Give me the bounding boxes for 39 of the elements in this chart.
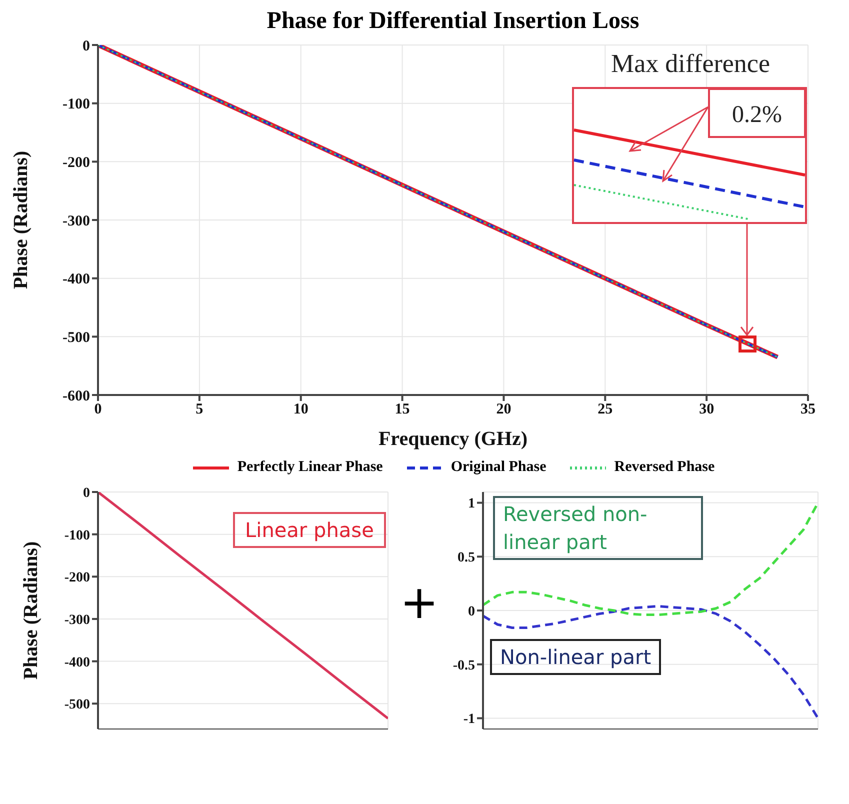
text: + [400, 575, 439, 629]
y-axis-title: Phase (Radians) [10, 150, 32, 290]
x-tick-label: 0 [94, 402, 102, 418]
y-tick-label: -300 [62, 213, 90, 230]
annotation: Linear phase [233, 512, 386, 548]
x-tick-label: 15 [394, 402, 410, 418]
y-tick-label: -1 [463, 712, 475, 728]
x-tick-label: 35 [800, 402, 816, 418]
annotation: Reversed non-linear part [493, 496, 703, 560]
legend-label: Original Phase [450, 459, 546, 476]
x-tick-label: 10 [293, 402, 308, 418]
y-tick-label: 0 [82, 38, 90, 54]
annotation: 0.2% [708, 88, 806, 138]
y-tick-label: -500 [62, 330, 90, 346]
y-tick-label: -0.5 [452, 658, 475, 674]
y-tick-label: -300 [64, 612, 90, 628]
legend-label: Reversed Phase [614, 459, 715, 476]
x-tick-label: 5 [196, 402, 204, 418]
y-tick-label: 0 [83, 486, 90, 501]
y-tick-label: -400 [64, 655, 90, 670]
annotation: Non-linear part [490, 639, 662, 675]
y-tick-label: -600 [62, 388, 90, 404]
legend-label: Perfectly Linear Phase [237, 459, 383, 476]
y-tick-label: -200 [64, 570, 90, 586]
x-tick-label: 25 [598, 402, 613, 418]
x-tick-label: 30 [699, 402, 714, 418]
y-tick-label: -100 [62, 96, 90, 113]
y-tick-label: -400 [62, 272, 90, 288]
chart-title: Phase for Differential Insertion Loss [266, 8, 640, 35]
y-tick-label: 0.5 [458, 550, 475, 566]
y-tick-label: 1 [468, 496, 475, 512]
y-tick-label: -500 [64, 698, 90, 713]
x-axis-title: Frequency (GHz) [378, 428, 528, 450]
x-tick-label: 20 [496, 402, 512, 418]
annotation: Max difference [610, 49, 772, 79]
y-tick-label: -100 [64, 528, 90, 544]
y-tick-label: -200 [62, 154, 90, 171]
y-tick-label: 0 [468, 604, 475, 620]
y-axis-title: Phase (Radians) [20, 541, 42, 680]
